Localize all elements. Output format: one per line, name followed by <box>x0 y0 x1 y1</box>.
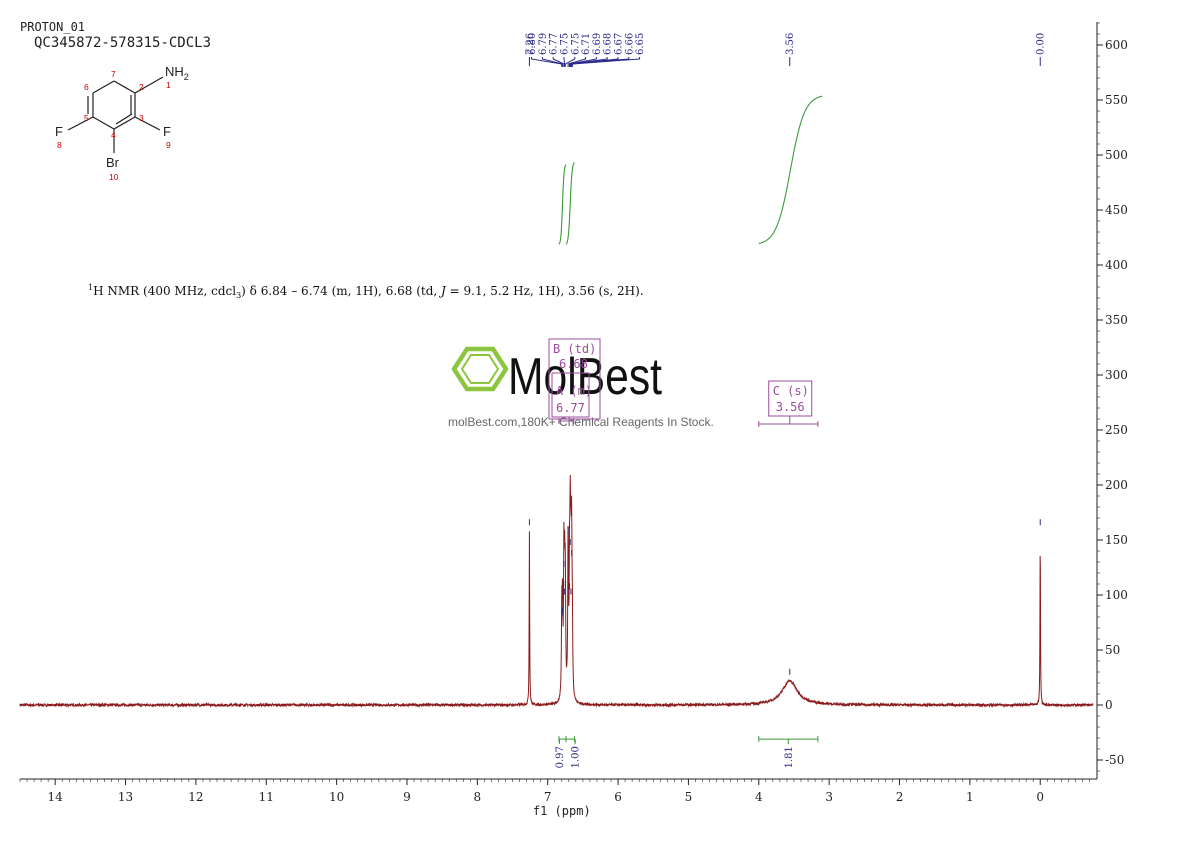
peak-label: 6.71 <box>581 33 592 55</box>
y-tick-label: 300 <box>1105 368 1128 382</box>
plot-area: 14 13 12 11 10 9 8 7 6 5 4 3 2 1 0f1 (ppm)600550500450… <box>19 22 1128 818</box>
peak-label-connector <box>567 57 587 67</box>
multiplet-a-label: A (m) <box>556 384 592 398</box>
y-tick-label: 500 <box>1105 148 1128 162</box>
multiplet-b-shift: 6.68 <box>559 357 588 371</box>
peak-label: 6.67 <box>613 33 624 55</box>
x-axis-label: f1 (ppm) <box>533 804 591 818</box>
peak-label: 6.75 <box>570 33 581 55</box>
atom-number-2: 2 <box>139 82 144 92</box>
y-tick-label: 450 <box>1105 203 1128 217</box>
x-tick-label: 7 <box>544 790 552 804</box>
experiment-name: PROTON_01 <box>20 20 85 34</box>
y-tick-label: 400 <box>1105 258 1128 272</box>
peak-label-connector <box>569 57 597 67</box>
spectrum-trace <box>19 474 1094 709</box>
x-tick-label: 11 <box>259 790 274 804</box>
peak-label-connector <box>531 57 563 67</box>
atom-number-9: 9 <box>166 140 171 150</box>
peak-label: 0.00 <box>1036 33 1047 55</box>
atom-br-label: Br <box>106 155 120 170</box>
x-tick-label: 3 <box>825 790 833 804</box>
atom-nh2-label: NH2 <box>165 64 189 82</box>
peak-label-connector <box>569 57 608 67</box>
x-tick-label: 13 <box>118 790 133 804</box>
y-tick-label: -50 <box>1105 753 1124 767</box>
multiplet-box-b <box>548 338 601 420</box>
peak-label: 6.77 <box>549 33 560 55</box>
atom-number-7: 7 <box>111 69 116 79</box>
watermark-logo-text: MolBest <box>508 348 662 406</box>
y-tick-label: 600 <box>1105 38 1128 52</box>
atom-number-6: 6 <box>84 82 89 92</box>
peak-label-connector <box>570 57 619 67</box>
watermark-tagline: molBest.com,180K+ Chemical Reagents In S… <box>448 415 714 429</box>
atom-number-5: 5 <box>84 113 89 123</box>
molecule-structure <box>67 76 164 153</box>
peak-label-connector <box>541 57 563 67</box>
x-tick-label: 14 <box>48 790 64 804</box>
integral-curve <box>758 95 823 245</box>
x-tick-label: 9 <box>403 790 411 804</box>
peak-label: 6.69 <box>592 33 603 55</box>
y-tick-label: 50 <box>1105 643 1120 657</box>
atom-number-3: 3 <box>139 113 144 123</box>
sample-name: QC345872-578315-CDCL3 <box>34 35 211 51</box>
y-tick-label: 550 <box>1105 93 1128 107</box>
x-tick-label: 6 <box>614 790 622 804</box>
x-tick-label: 4 <box>755 790 763 804</box>
multiplet-a-shift: 6.77 <box>556 401 585 415</box>
watermark: MolBest molBest.com,180K+ Chemical Reage… <box>448 346 714 429</box>
integral-curve <box>565 162 575 245</box>
y-tick-label: 150 <box>1105 533 1128 547</box>
peak-label: 6.80 <box>527 33 538 55</box>
x-tick-label: 10 <box>329 790 344 804</box>
peak-label: 3.56 <box>785 33 796 55</box>
y-tick-label: 0 <box>1105 698 1113 712</box>
peak-label-connector <box>564 57 576 67</box>
peak-label: 6.66 <box>624 33 635 55</box>
x-tick-label: 1 <box>966 790 974 804</box>
multiplet-c-label: C (s) <box>773 384 809 398</box>
x-tick-label: 5 <box>685 790 693 804</box>
atom-number-1: 1 <box>166 80 171 90</box>
multiplet-c-shift: 3.56 <box>776 400 805 414</box>
atom-number-4: 4 <box>111 130 116 140</box>
peak-label-connector <box>563 57 566 67</box>
integral-value: 1.81 <box>784 746 795 768</box>
peak-label-connector <box>552 57 565 67</box>
peak-label: 7.26 <box>525 33 536 55</box>
x-tick-label: 0 <box>1036 790 1044 804</box>
integral-value: 0.97 <box>555 746 566 768</box>
x-tick-label: 8 <box>474 790 482 804</box>
peak-label: 6.68 <box>603 33 614 55</box>
y-tick-label: 100 <box>1105 588 1128 602</box>
nmr-description: 1H NMR (400 MHz, cdcl3) δ 6.84 – 6.74 (m… <box>88 283 644 300</box>
multiplet-box-a <box>551 372 590 418</box>
atom-number-10: 10 <box>109 172 119 182</box>
peak-label-connector <box>571 57 641 67</box>
x-tick-label: 2 <box>896 790 904 804</box>
integral-curve <box>558 164 567 245</box>
y-tick-label: 200 <box>1105 478 1128 492</box>
molbest-logo-icon <box>451 346 509 392</box>
atom-f8-label: F <box>55 124 63 139</box>
atom-f9-label: F <box>163 124 171 139</box>
y-tick-label: 250 <box>1105 423 1128 437</box>
integral-value: 1.00 <box>571 746 582 768</box>
peak-label: 6.79 <box>538 33 549 55</box>
multiplet-b-label: B (td) <box>553 342 596 356</box>
peak-label: 6.75 <box>559 33 570 55</box>
y-tick-label: 350 <box>1105 313 1128 327</box>
atom-number-8: 8 <box>57 140 62 150</box>
peak-label: 6.65 <box>635 33 646 55</box>
x-tick-label: 12 <box>188 790 203 804</box>
